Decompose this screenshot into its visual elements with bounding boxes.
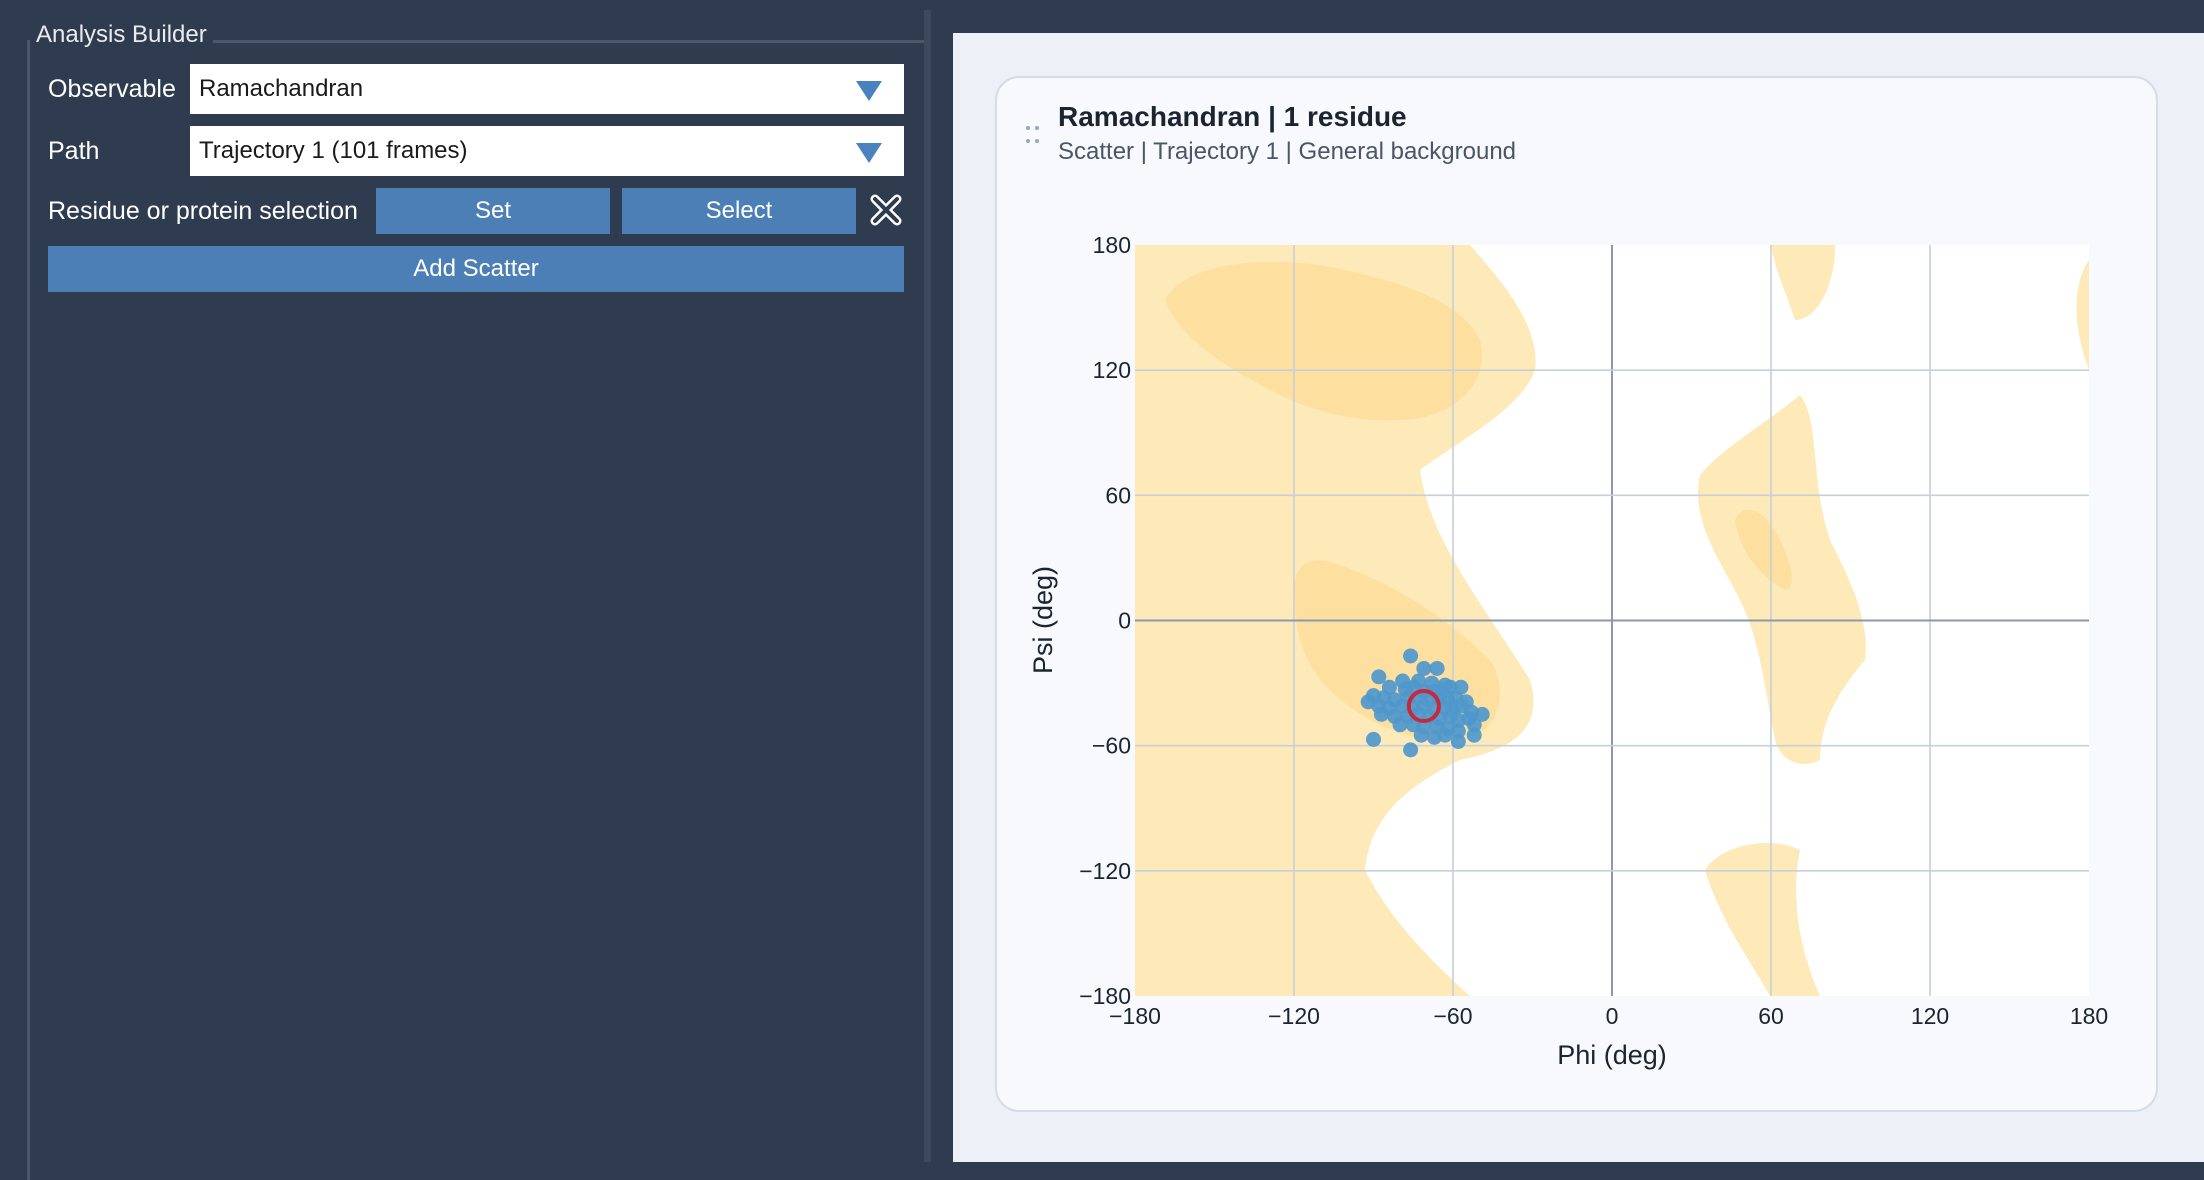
scatter-point bbox=[1437, 727, 1453, 743]
path-value: Trajectory 1 (101 frames) bbox=[199, 137, 468, 164]
allowed-region-top-right bbox=[1771, 245, 1835, 320]
add-scatter-button[interactable]: Add Scatter bbox=[48, 246, 904, 292]
scatter-series bbox=[1360, 648, 1490, 758]
x-tick-label: 120 bbox=[1911, 1003, 1949, 1029]
favoured-region-left-alpha bbox=[1735, 509, 1792, 590]
scatter-point bbox=[1366, 731, 1381, 747]
scatter-point bbox=[1373, 706, 1389, 722]
x-tick-label: 60 bbox=[1758, 1003, 1784, 1029]
scatter-point bbox=[1466, 717, 1482, 733]
scatter-point bbox=[1392, 717, 1408, 733]
x-tick-label: −60 bbox=[1433, 1003, 1472, 1029]
y-axis-title: Psi (deg) bbox=[1028, 566, 1058, 674]
left-panel: Analysis Builder Observable Ramachandran… bbox=[0, 0, 930, 1180]
scatter-point bbox=[1450, 723, 1466, 739]
select-button[interactable]: Select bbox=[622, 188, 856, 234]
panel-splitter[interactable] bbox=[924, 10, 931, 1162]
y-tick-label: 0 bbox=[1118, 608, 1131, 634]
y-tick-label: −60 bbox=[1092, 733, 1131, 759]
allowed-region-bottom bbox=[1135, 870, 1250, 996]
x-tick-label: −180 bbox=[1109, 1003, 1161, 1029]
mean-marker bbox=[1406, 689, 1441, 724]
favoured-region-beta bbox=[1165, 261, 1482, 421]
y-tick-label: −120 bbox=[1079, 858, 1131, 884]
builder-legend: Analysis Builder bbox=[30, 20, 213, 50]
x-tick-label: 180 bbox=[2070, 1003, 2108, 1029]
x-axis-title: Phi (deg) bbox=[1557, 1040, 1667, 1070]
tick-labels: −180 −120 −60 0 60 120 180 −180 −120 −60 0 60 120 180 bbox=[1079, 232, 2108, 1029]
y-tick-label: −180 bbox=[1079, 983, 1131, 1009]
drag-handle-icon[interactable] bbox=[1025, 124, 1041, 146]
ramachandran-chart: −180 −120 −60 0 60 120 180 −180 −120 −60 0 60 120 180… bbox=[1028, 232, 2108, 1070]
scatter-point bbox=[1403, 742, 1419, 758]
scatter-point bbox=[1371, 669, 1387, 685]
allowed-region-right-edge bbox=[2076, 260, 2089, 370]
scatter-point bbox=[1413, 727, 1429, 743]
observable-value: Ramachandran bbox=[199, 75, 364, 102]
builder-frame bbox=[27, 40, 925, 1180]
scatter-point bbox=[1416, 660, 1432, 676]
y-tick-label: 60 bbox=[1105, 482, 1131, 508]
x-tick-label: −120 bbox=[1268, 1003, 1320, 1029]
card-title: Ramachandran | 1 residue bbox=[1058, 101, 1407, 132]
allowed-region-bottom-right bbox=[1705, 842, 1820, 996]
y-tick-label: 120 bbox=[1093, 357, 1131, 383]
scatter-point bbox=[1474, 706, 1490, 722]
observable-select[interactable]: Ramachandran bbox=[190, 64, 904, 114]
dropdown-arrow-icon bbox=[856, 81, 882, 101]
scatter-point bbox=[1429, 660, 1445, 676]
scatter-point bbox=[1466, 727, 1482, 743]
y-tick-label: 180 bbox=[1093, 232, 1131, 258]
selection-label: Residue or protein selection bbox=[48, 197, 358, 225]
clear-selection-icon[interactable] bbox=[870, 194, 902, 226]
grid-lines bbox=[1135, 245, 2089, 996]
dropdown-arrow-icon bbox=[856, 143, 882, 163]
scatter-point bbox=[1403, 648, 1419, 664]
card-subtitle: Scatter | Trajectory 1 | General backgro… bbox=[1058, 138, 1517, 165]
path-select[interactable]: Trajectory 1 (101 frames) bbox=[190, 126, 904, 176]
scatter-point bbox=[1450, 733, 1466, 749]
set-button[interactable]: Set bbox=[376, 188, 610, 234]
observable-label: Observable bbox=[48, 75, 176, 103]
path-label: Path bbox=[48, 137, 100, 165]
x-tick-label: 0 bbox=[1606, 1003, 1619, 1029]
